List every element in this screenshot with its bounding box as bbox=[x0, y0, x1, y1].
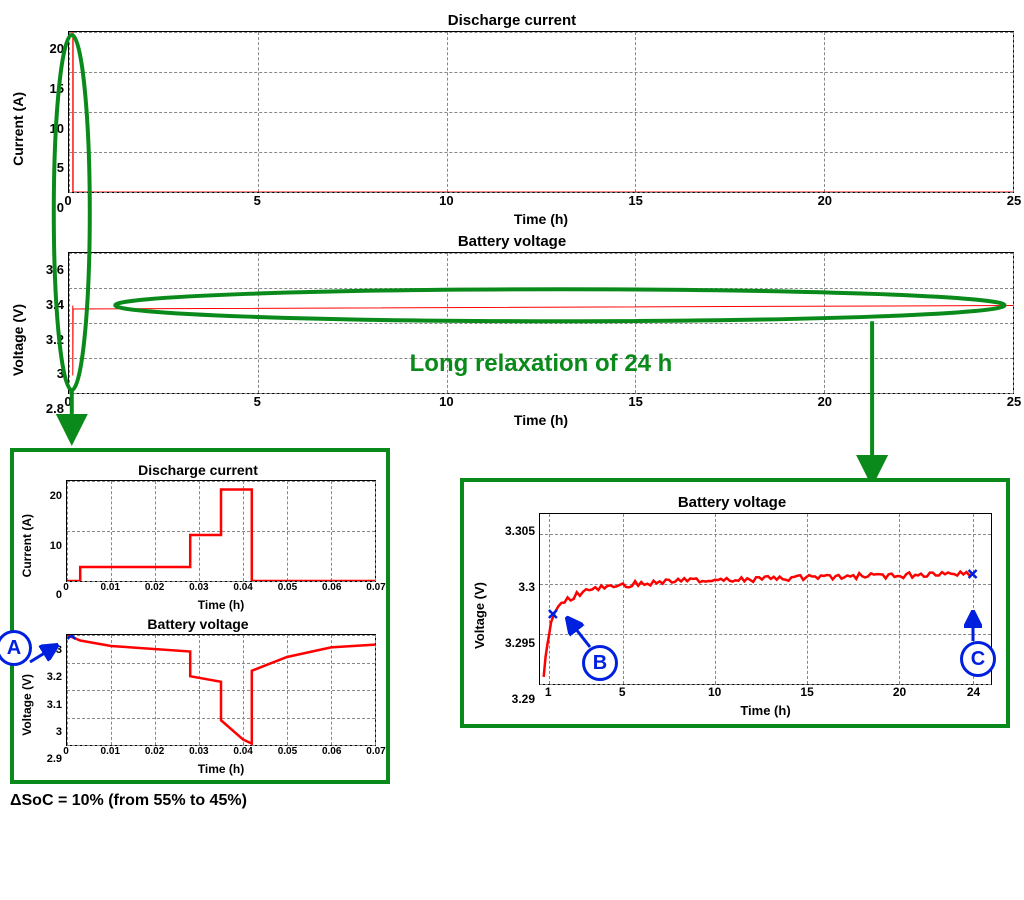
inset-left-current-xticks: 00.010.020.030.040.050.060.07 bbox=[66, 582, 376, 596]
relaxation-label: Long relaxation of 24 h bbox=[68, 350, 1014, 378]
inset-left-current-yticks: 20100 bbox=[38, 496, 66, 596]
inset-left-current-ylabel: Current (A) bbox=[20, 514, 34, 577]
main-voltage-xticks: 0510152025 bbox=[68, 394, 1014, 410]
inset-left-voltage-xlabel: Time (h) bbox=[66, 762, 376, 776]
inset-left-box: Discharge current Current (A) 20100 00.0… bbox=[10, 448, 390, 784]
main-current-plot bbox=[68, 31, 1014, 193]
marker-c-arrow-icon bbox=[958, 607, 988, 647]
inset-right-voltage-ylabel: Voltage (V) bbox=[472, 582, 487, 649]
main-current-xlabel: Time (h) bbox=[68, 211, 1014, 227]
inset-left-voltage-xticks: 00.010.020.030.040.050.060.07 bbox=[66, 746, 376, 760]
delta-soc-caption: ΔSoC = 10% (from 55% to 45%) bbox=[10, 792, 390, 810]
inset-right-voltage-xlabel: Time (h) bbox=[539, 703, 992, 718]
main-current-xticks: 0510152025 bbox=[68, 193, 1014, 209]
main-voltage-yticks: 3.63.43.232.8 bbox=[30, 270, 68, 410]
inset-right-voltage-xticks: 1510152024 bbox=[539, 685, 992, 701]
main-current-ylabel: Current (A) bbox=[10, 92, 26, 166]
inset-right-voltage-title: Battery voltage bbox=[472, 494, 992, 511]
marker-a-arrow-icon bbox=[26, 642, 66, 672]
marker-b-arrow-icon bbox=[562, 613, 602, 653]
inset-left-current-plot bbox=[66, 480, 376, 582]
main-voltage-xlabel: Time (h) bbox=[68, 412, 1014, 428]
main-current-title: Discharge current bbox=[10, 12, 1014, 29]
inset-right-box: Battery voltage Voltage (V) 3.3053.33.29… bbox=[460, 478, 1010, 728]
inset-left-current-title: Discharge current bbox=[20, 462, 376, 478]
main-voltage-title: Battery voltage bbox=[10, 233, 1014, 250]
inset-left-voltage-title: Battery voltage bbox=[20, 616, 376, 632]
main-voltage-ylabel: Voltage (V) bbox=[10, 304, 26, 376]
main-current-yticks: 20151050 bbox=[30, 49, 68, 209]
inset-right-voltage-yticks: 3.3053.33.2953.29 bbox=[491, 531, 539, 701]
inset-left-voltage-ylabel: Voltage (V) bbox=[20, 674, 34, 736]
main-current-chart: Current (A) 20151050 0510152025 Time (h) bbox=[10, 31, 1014, 227]
inset-left-voltage-plot bbox=[66, 634, 376, 746]
main-voltage-chart: Voltage (V) 3.63.43.232.8 0510152025 Tim… bbox=[10, 252, 1014, 428]
inset-left-current-xlabel: Time (h) bbox=[66, 598, 376, 612]
